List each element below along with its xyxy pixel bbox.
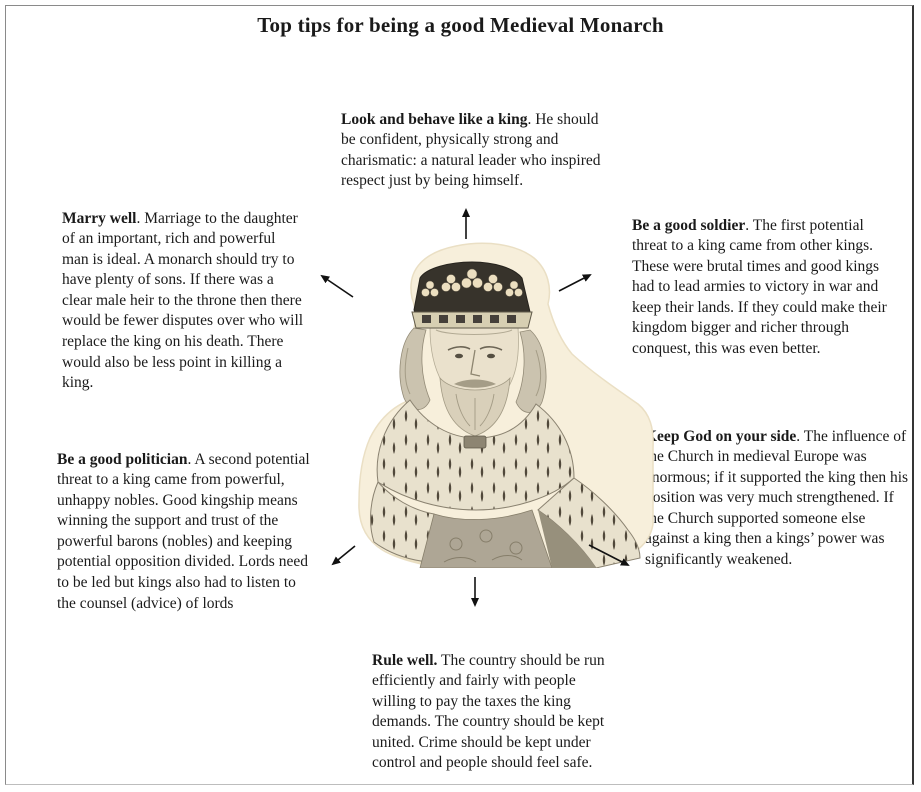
tip-look-and-behave-like-a-king: Look and behave like a king. He should b… [341,110,603,192]
tip-lead: Keep God on your side [645,427,797,445]
tip-lead: Rule well. [372,651,438,669]
tip-be-a-good-politician: Be a good politician. A second potential… [57,450,316,615]
arrow-down-left-icon [331,545,356,566]
page-title: Top tips for being a good Medieval Monar… [257,13,664,37]
tip-be-a-good-soldier: Be a good soldier. The first potential t… [632,216,887,360]
tip-lead: Look and behave like a king [341,110,528,128]
tip-body: . A second potential threat to a king ca… [57,450,310,612]
tip-lead: Marry well [62,209,137,227]
tip-lead: Be a good politician [57,450,188,468]
arrow-up-left-icon [320,274,354,298]
tip-body: The country should be run efficiently an… [372,651,605,772]
tip-body: . Marriage to the daughter of an importa… [62,209,304,392]
tip-body: . He should be confident, physically str… [341,110,601,190]
tip-lead: Be a good soldier [632,216,746,234]
tip-body: . The influence of the Church in medieva… [645,427,909,569]
king-portrait-image [356,238,654,573]
tip-marry-well: Marry well. Marriage to the daughter of … [62,209,305,394]
tip-body: . The first potential threat to a king c… [632,216,887,358]
tip-keep-god-on-your-side: Keep God on your side. The influence of … [645,427,911,571]
tip-rule-well: Rule well. The country should be run eff… [372,651,612,775]
